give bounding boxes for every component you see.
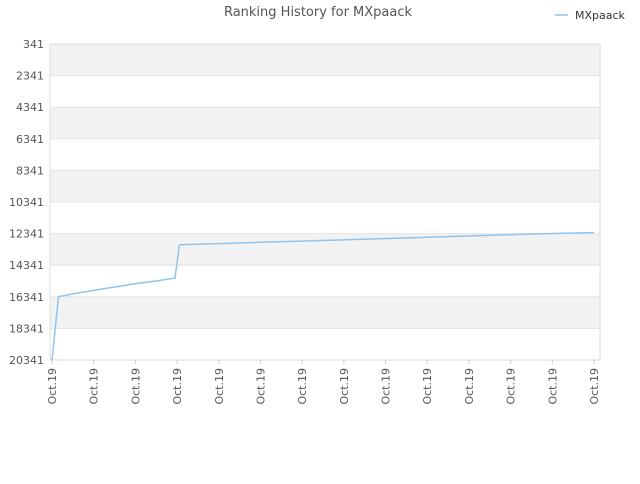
x-tick-label: Oct.19 [171, 368, 184, 405]
grid-band [50, 107, 600, 139]
x-tick-label: Oct.19 [254, 368, 267, 405]
legend-label-mxpaack: MXpaack [575, 9, 626, 22]
y-tick-label: 14341 [9, 259, 44, 272]
y-tick-label: 8341 [16, 164, 44, 177]
y-tick-label: 2341 [16, 70, 44, 83]
plot-area [49, 43, 601, 361]
x-tick-label: Oct.19 [463, 368, 476, 405]
legend[interactable]: MXpaack [555, 9, 626, 22]
grid-band [50, 44, 600, 76]
series-line-mxpaack [51, 231, 595, 361]
chart-title: Ranking History for MXpaack [224, 5, 413, 20]
x-tick-label: Oct.19 [380, 368, 393, 405]
x-tick-label: Oct.19 [588, 368, 601, 405]
grid-band [50, 296, 600, 329]
y-tick-label: 20341 [9, 354, 44, 367]
y-tick-label: 6341 [16, 133, 44, 146]
x-tick-label: Oct.19 [296, 368, 309, 405]
y-tick-label: 18341 [9, 322, 44, 335]
y-tick-label: 10341 [9, 196, 44, 209]
y-tick-label: 12341 [9, 228, 44, 241]
y-tick-label: 4341 [16, 101, 44, 114]
x-tick-label: Oct.19 [213, 368, 226, 405]
grid-band [50, 233, 600, 266]
x-tick-label: Oct.19 [505, 368, 518, 405]
x-tick-label: Oct.19 [421, 368, 434, 405]
x-tick-label: Oct.19 [88, 368, 101, 405]
grid-band [50, 170, 600, 202]
x-tick-label: Oct.19 [46, 368, 59, 405]
y-tick-label: 16341 [9, 291, 44, 304]
x-tick-label: Oct.19 [546, 368, 559, 405]
y-tick-label: 341 [23, 38, 44, 51]
x-tick-label: Oct.19 [129, 368, 142, 405]
x-tick-label: Oct.19 [338, 368, 351, 405]
